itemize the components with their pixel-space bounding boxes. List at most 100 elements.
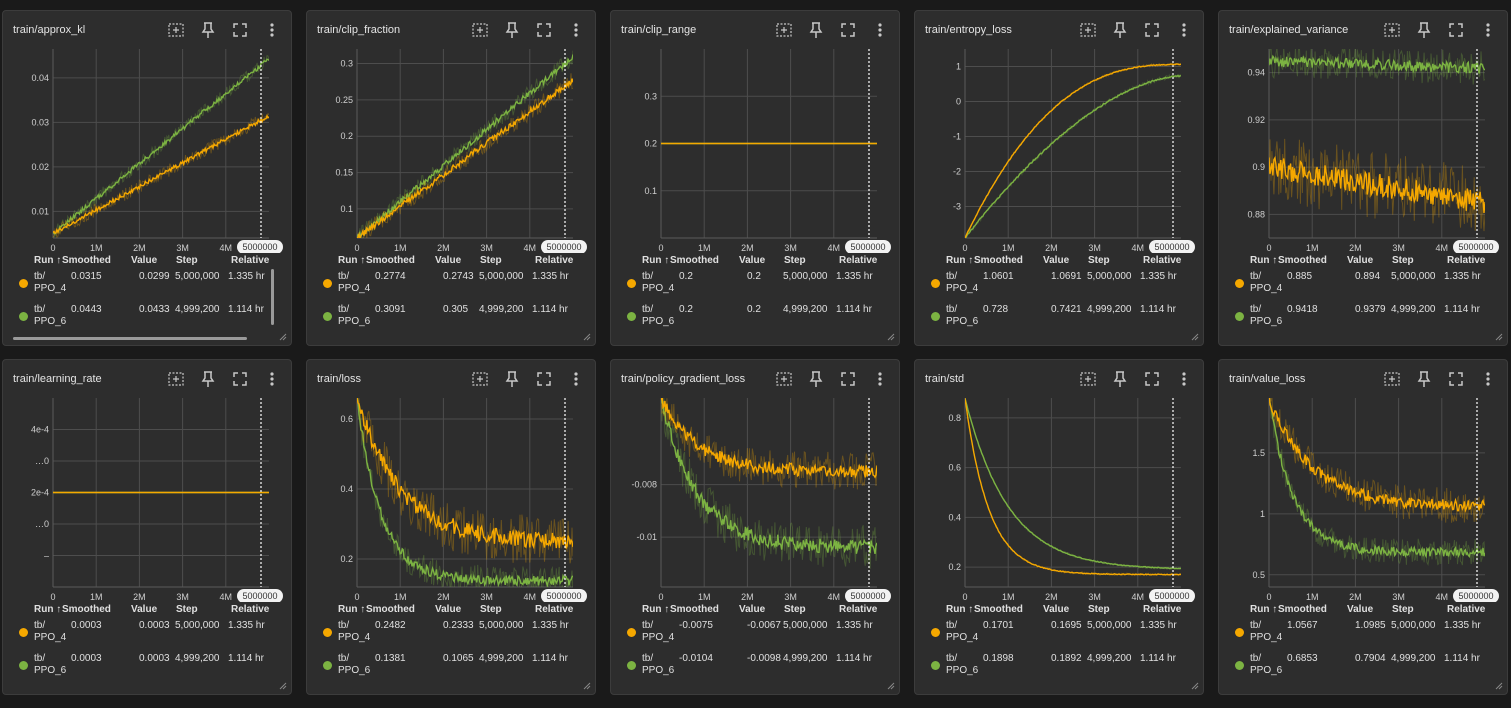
- col-header-relative[interactable]: Relative: [839, 604, 878, 615]
- more-vert-button[interactable]: [261, 20, 283, 40]
- pin-button[interactable]: [1413, 20, 1435, 40]
- col-header-relative[interactable]: Relative: [535, 255, 574, 266]
- fullscreen-button[interactable]: [1141, 20, 1163, 40]
- col-header-relative[interactable]: Relative: [1143, 255, 1182, 266]
- col-header-value[interactable]: Value: [435, 255, 462, 266]
- col-header-run[interactable]: Run ↑: [34, 255, 61, 266]
- col-header-step[interactable]: Step: [480, 255, 502, 266]
- more-vert-button[interactable]: [261, 369, 283, 389]
- col-header-value[interactable]: Value: [1043, 604, 1070, 615]
- col-header-run[interactable]: Run ↑: [1250, 255, 1277, 266]
- line-chart[interactable]: 0 1M 2M 3M 4M -0.008 -0.01 5000000: [611, 398, 900, 602]
- col-header-smoothed[interactable]: Smoothed: [974, 604, 1023, 615]
- fullscreen-button[interactable]: [533, 20, 555, 40]
- line-chart[interactable]: 0 1M 2M 3M 4M 0.1 0.2 0.3 5000000: [611, 49, 900, 253]
- col-header-smoothed[interactable]: Smoothed: [1278, 255, 1327, 266]
- col-header-smoothed[interactable]: Smoothed: [366, 255, 415, 266]
- col-header-step[interactable]: Step: [480, 604, 502, 615]
- more-vert-button[interactable]: [1173, 369, 1195, 389]
- col-header-value[interactable]: Value: [435, 604, 462, 615]
- col-header-run[interactable]: Run ↑: [946, 604, 973, 615]
- resize-handle-icon[interactable]: [1495, 682, 1503, 690]
- more-vert-button[interactable]: [869, 20, 891, 40]
- line-chart[interactable]: 0 1M 2M 3M 4M 0.5 1 1.5 5000000: [1219, 398, 1508, 602]
- resize-handle-icon[interactable]: [1191, 333, 1199, 341]
- col-header-step[interactable]: Step: [1088, 604, 1110, 615]
- more-vert-button[interactable]: [1173, 20, 1195, 40]
- fit-domain-button[interactable]: [165, 20, 187, 40]
- col-header-step[interactable]: Step: [1392, 604, 1414, 615]
- col-header-step[interactable]: Step: [176, 255, 198, 266]
- col-header-smoothed[interactable]: Smoothed: [366, 604, 415, 615]
- more-vert-button[interactable]: [1477, 20, 1499, 40]
- line-chart[interactable]: 0 1M 2M 3M 4M 0.1 0.15 0.2 0.25 0.3 5000000: [307, 49, 596, 253]
- col-header-step[interactable]: Step: [1088, 255, 1110, 266]
- col-header-relative[interactable]: Relative: [1143, 604, 1182, 615]
- line-chart[interactable]: 0 1M 2M 3M 4M 4e-4 …0 2e-4 …0 – 5000000: [3, 398, 292, 602]
- col-header-smoothed[interactable]: Smoothed: [62, 255, 111, 266]
- fullscreen-button[interactable]: [837, 20, 859, 40]
- more-vert-button[interactable]: [869, 369, 891, 389]
- col-header-relative[interactable]: Relative: [1447, 604, 1486, 615]
- col-header-run[interactable]: Run ↑: [34, 604, 61, 615]
- pin-button[interactable]: [805, 369, 827, 389]
- col-header-step[interactable]: Step: [784, 604, 806, 615]
- pin-button[interactable]: [197, 369, 219, 389]
- line-chart[interactable]: 0 1M 2M 3M 4M 0.88 0.9 0.92 0.94 5000000: [1219, 49, 1508, 253]
- col-header-relative[interactable]: Relative: [535, 604, 574, 615]
- col-header-step[interactable]: Step: [176, 604, 198, 615]
- resize-handle-icon[interactable]: [1191, 682, 1199, 690]
- line-chart[interactable]: 0 1M 2M 3M 4M 1 0 -1 -2 -3 5000000: [915, 49, 1204, 253]
- col-header-run[interactable]: Run ↑: [642, 255, 669, 266]
- horizontal-scrollbar[interactable]: [13, 337, 247, 340]
- pin-button[interactable]: [501, 20, 523, 40]
- fit-domain-button[interactable]: [469, 369, 491, 389]
- col-header-run[interactable]: Run ↑: [338, 604, 365, 615]
- fullscreen-button[interactable]: [1445, 369, 1467, 389]
- fullscreen-button[interactable]: [229, 20, 251, 40]
- col-header-smoothed[interactable]: Smoothed: [974, 255, 1023, 266]
- fullscreen-button[interactable]: [1141, 369, 1163, 389]
- col-header-value[interactable]: Value: [739, 255, 766, 266]
- col-header-step[interactable]: Step: [1392, 255, 1414, 266]
- col-header-value[interactable]: Value: [1043, 255, 1070, 266]
- col-header-run[interactable]: Run ↑: [642, 604, 669, 615]
- fit-domain-button[interactable]: [469, 20, 491, 40]
- line-chart[interactable]: 0 1M 2M 3M 4M 0.2 0.4 0.6 5000000: [307, 398, 596, 602]
- col-header-step[interactable]: Step: [784, 255, 806, 266]
- fullscreen-button[interactable]: [1445, 20, 1467, 40]
- fit-domain-button[interactable]: [1077, 369, 1099, 389]
- resize-handle-icon[interactable]: [279, 682, 287, 690]
- col-header-smoothed[interactable]: Smoothed: [670, 604, 719, 615]
- col-header-smoothed[interactable]: Smoothed: [1278, 604, 1327, 615]
- pin-button[interactable]: [197, 20, 219, 40]
- col-header-run[interactable]: Run ↑: [1250, 604, 1277, 615]
- vertical-scrollbar[interactable]: [271, 269, 274, 325]
- col-header-relative[interactable]: Relative: [231, 604, 270, 615]
- resize-handle-icon[interactable]: [887, 333, 895, 341]
- fullscreen-button[interactable]: [837, 369, 859, 389]
- resize-handle-icon[interactable]: [279, 333, 287, 341]
- resize-handle-icon[interactable]: [583, 333, 591, 341]
- col-header-smoothed[interactable]: Smoothed: [670, 255, 719, 266]
- more-vert-button[interactable]: [565, 369, 587, 389]
- resize-handle-icon[interactable]: [887, 682, 895, 690]
- col-header-value[interactable]: Value: [1347, 604, 1374, 615]
- fullscreen-button[interactable]: [533, 369, 555, 389]
- col-header-value[interactable]: Value: [131, 604, 158, 615]
- resize-handle-icon[interactable]: [583, 682, 591, 690]
- col-header-relative[interactable]: Relative: [1447, 255, 1486, 266]
- fit-domain-button[interactable]: [773, 20, 795, 40]
- pin-button[interactable]: [1109, 20, 1131, 40]
- more-vert-button[interactable]: [565, 20, 587, 40]
- pin-button[interactable]: [1109, 369, 1131, 389]
- pin-button[interactable]: [501, 369, 523, 389]
- col-header-relative[interactable]: Relative: [231, 255, 270, 266]
- col-header-value[interactable]: Value: [739, 604, 766, 615]
- fit-domain-button[interactable]: [1381, 20, 1403, 40]
- pin-button[interactable]: [1413, 369, 1435, 389]
- col-header-relative[interactable]: Relative: [839, 255, 878, 266]
- line-chart[interactable]: 0 1M 2M 3M 4M 0.01 0.02 0.03 0.04 5000000: [3, 49, 292, 253]
- more-vert-button[interactable]: [1477, 369, 1499, 389]
- fullscreen-button[interactable]: [229, 369, 251, 389]
